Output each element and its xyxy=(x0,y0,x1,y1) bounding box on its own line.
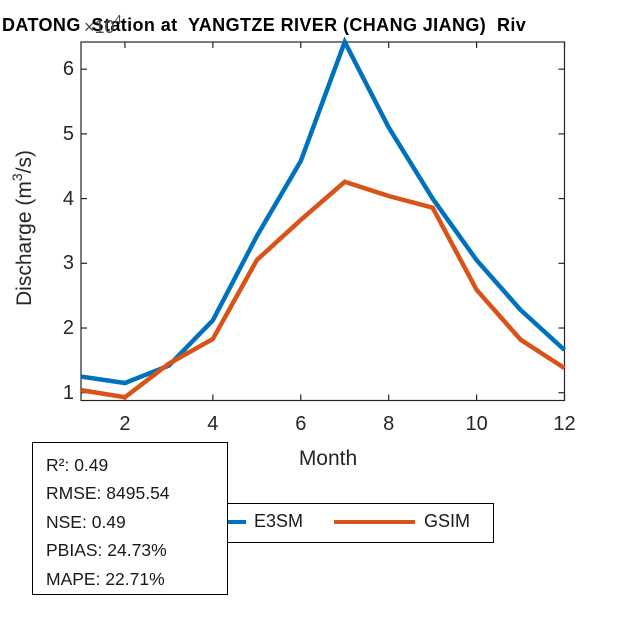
y-label-prefix: Discharge (m xyxy=(13,181,36,306)
y-tick-label: 2 xyxy=(62,317,74,340)
x-tick-label: 6 xyxy=(295,413,307,435)
legend-label-e3sm: E3SM xyxy=(254,511,304,531)
y-axis-exponent-label: ×104 xyxy=(84,12,122,38)
legend-line-gsim xyxy=(334,519,415,524)
x-tick-label: 8 xyxy=(383,413,395,435)
stats-line: RMSE: 8495.54 xyxy=(46,483,170,504)
x-axis-label: Month xyxy=(298,447,358,470)
stats-line: PBIAS: 24.73% xyxy=(46,540,167,561)
x-tick-label: 4 xyxy=(207,413,219,435)
y-label-superscript: 3 xyxy=(9,173,25,182)
y-label-suffix: /s) xyxy=(13,150,36,174)
y-tick-label: 5 xyxy=(62,122,74,145)
series-line-e3sm xyxy=(80,36,567,386)
y-tick-label: 4 xyxy=(62,187,74,210)
stats-box: R²: 0.49 RMSE: 8495.54 NSE: 0.49 PBIAS: 24.… xyxy=(32,442,228,595)
y-tick-label: 1 xyxy=(62,381,74,404)
y-tick-label: 3 xyxy=(62,252,74,275)
y-exponent-power: 4 xyxy=(114,12,122,27)
legend-label-gsim: GSIM xyxy=(424,511,471,531)
axes-box xyxy=(80,41,566,402)
x-tick-label: 2 xyxy=(119,413,131,435)
x-tick-label: 10 xyxy=(465,413,488,435)
chart-title: DATONG Station at YANGTZE RIVER (CHANG J… xyxy=(2,15,527,35)
stats-line: R²: 0.49 xyxy=(46,455,109,475)
x-tick-label: 12 xyxy=(553,413,576,435)
y-exponent-base: ×10 xyxy=(84,17,115,37)
stats-line: NSE: 0.49 xyxy=(46,511,126,532)
stats-line: MAPE: 22.71% xyxy=(46,568,165,589)
y-tick-label: 6 xyxy=(62,58,74,81)
series-line-gsim xyxy=(80,179,566,400)
